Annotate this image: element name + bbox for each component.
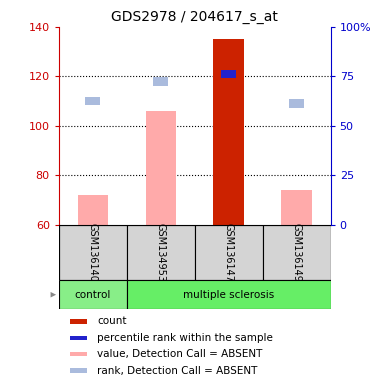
Bar [153, 77, 168, 86]
Bar [195, 225, 263, 280]
Text: GSM136140: GSM136140 [88, 223, 98, 282]
Bar [127, 225, 195, 280]
Bar [70, 368, 87, 373]
Bar [59, 225, 127, 280]
Title: GDS2978 / 204617_s_at: GDS2978 / 204617_s_at [111, 10, 278, 25]
Bar [78, 195, 108, 225]
Bar [289, 99, 304, 108]
Bar [127, 280, 331, 309]
Text: control: control [75, 290, 111, 300]
Bar [70, 352, 87, 356]
Text: value, Detection Call = ABSENT: value, Detection Call = ABSENT [97, 349, 262, 359]
Bar [86, 97, 100, 105]
Bar [59, 280, 127, 309]
Bar [214, 39, 244, 225]
Text: GSM134953: GSM134953 [156, 223, 166, 282]
Bar [70, 319, 87, 324]
Text: percentile rank within the sample: percentile rank within the sample [97, 333, 273, 343]
Bar [221, 70, 236, 78]
Bar [146, 111, 176, 225]
Text: multiple sclerosis: multiple sclerosis [183, 290, 274, 300]
Bar [263, 225, 331, 280]
Text: GSM136149: GSM136149 [291, 223, 302, 282]
Text: GSM136147: GSM136147 [224, 223, 234, 282]
Text: rank, Detection Call = ABSENT: rank, Detection Call = ABSENT [97, 366, 257, 376]
Bar [281, 190, 312, 225]
Text: count: count [97, 316, 127, 326]
Bar [70, 336, 87, 340]
